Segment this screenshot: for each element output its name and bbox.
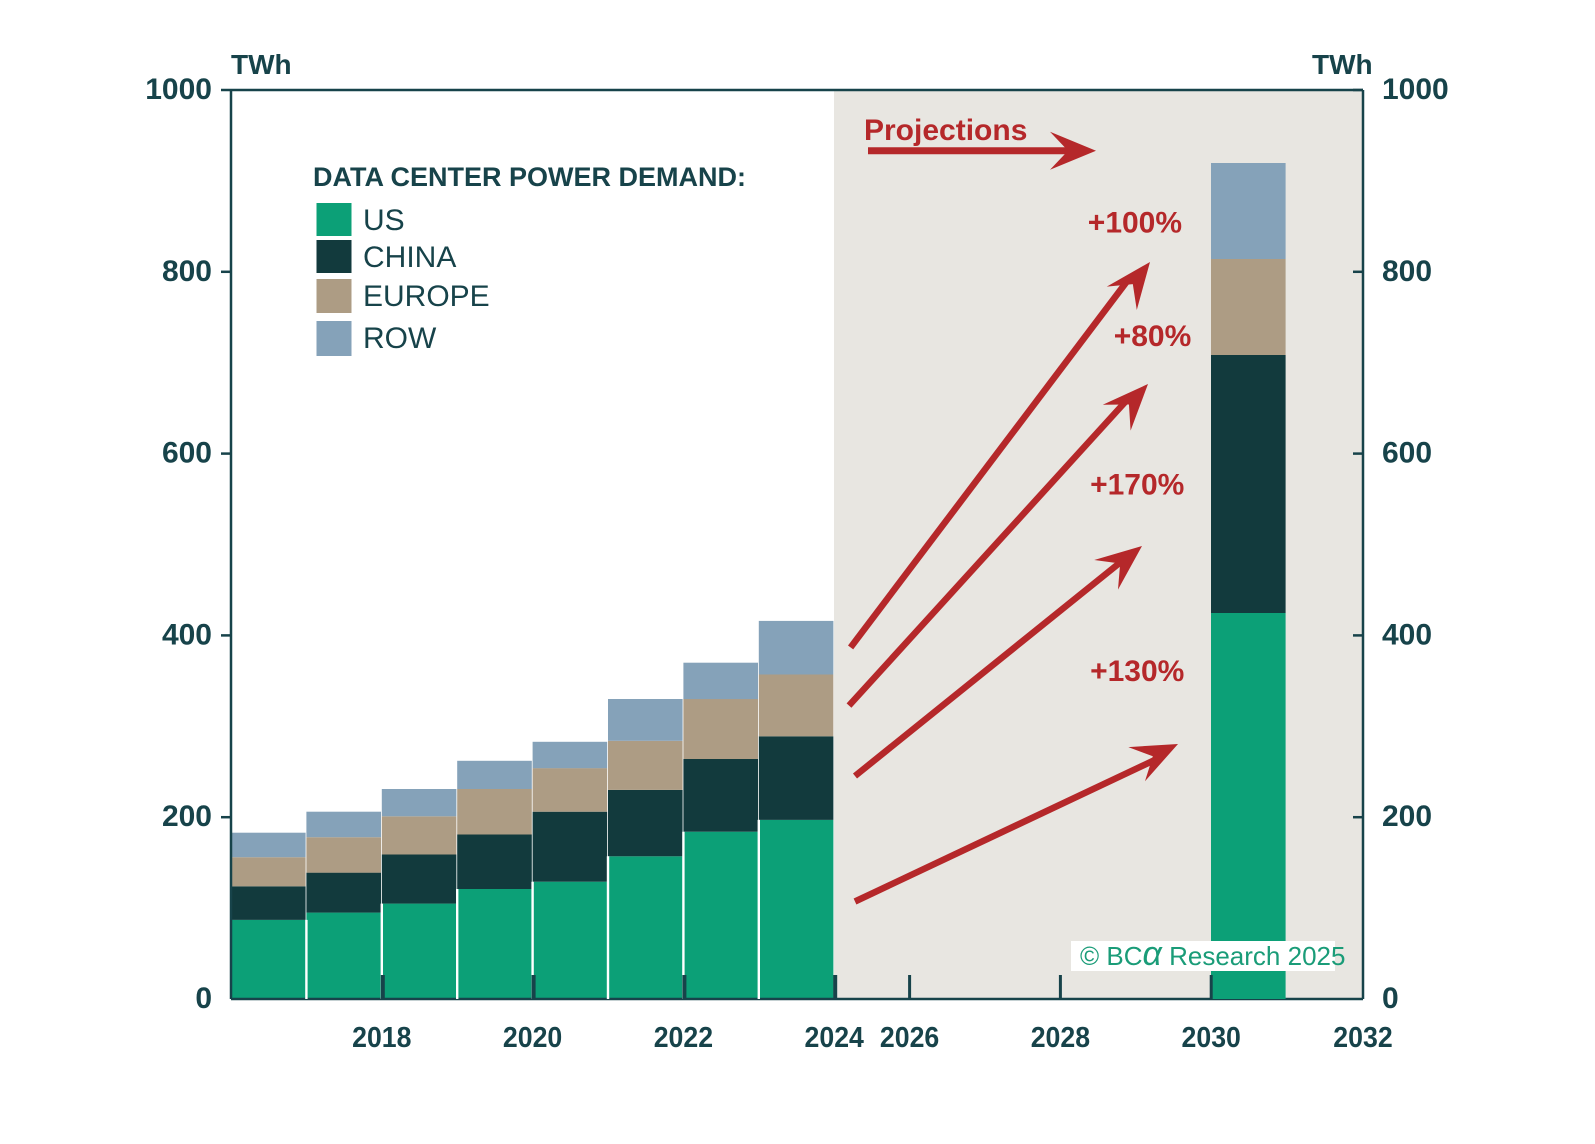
svg-text:2030: 2030 xyxy=(1182,1021,1241,1053)
svg-text:600: 600 xyxy=(1382,437,1432,470)
svg-text:800: 800 xyxy=(162,255,212,288)
svg-text:TWh: TWh xyxy=(1312,49,1373,80)
svg-text:2028: 2028 xyxy=(1031,1021,1090,1053)
svg-text:DATA CENTER POWER DEMAND:: DATA CENTER POWER DEMAND: xyxy=(313,162,746,192)
svg-text:+80%: +80% xyxy=(1114,320,1192,353)
svg-text:200: 200 xyxy=(162,800,212,833)
svg-text:0: 0 xyxy=(1382,982,1399,1015)
svg-text:EUROPE: EUROPE xyxy=(363,280,490,313)
svg-text:US: US xyxy=(363,204,405,237)
svg-text:1000: 1000 xyxy=(1382,73,1449,106)
svg-text:+100%: +100% xyxy=(1088,207,1182,240)
svg-text:2018: 2018 xyxy=(352,1021,411,1053)
svg-text:2024: 2024 xyxy=(805,1021,865,1053)
svg-text:+170%: +170% xyxy=(1090,469,1184,502)
svg-text:0: 0 xyxy=(195,982,212,1015)
svg-text:200: 200 xyxy=(1382,800,1432,833)
svg-text:400: 400 xyxy=(162,618,212,651)
svg-text:600: 600 xyxy=(162,437,212,470)
svg-text:+130%: +130% xyxy=(1090,655,1184,688)
svg-text:2020: 2020 xyxy=(503,1021,562,1053)
svg-text:2032: 2032 xyxy=(1333,1021,1392,1053)
svg-text:400: 400 xyxy=(1382,618,1432,651)
svg-text:1000: 1000 xyxy=(145,73,212,106)
svg-text:2026: 2026 xyxy=(880,1021,939,1053)
svg-text:800: 800 xyxy=(1382,255,1432,288)
svg-text:2022: 2022 xyxy=(654,1021,713,1053)
svg-text:TWh: TWh xyxy=(231,49,292,80)
svg-text:© BCα Research 2025: © BCα Research 2025 xyxy=(1080,935,1345,973)
svg-text:CHINA: CHINA xyxy=(363,241,456,274)
svg-text:ROW: ROW xyxy=(363,322,437,355)
svg-text:Projections: Projections xyxy=(864,114,1027,147)
